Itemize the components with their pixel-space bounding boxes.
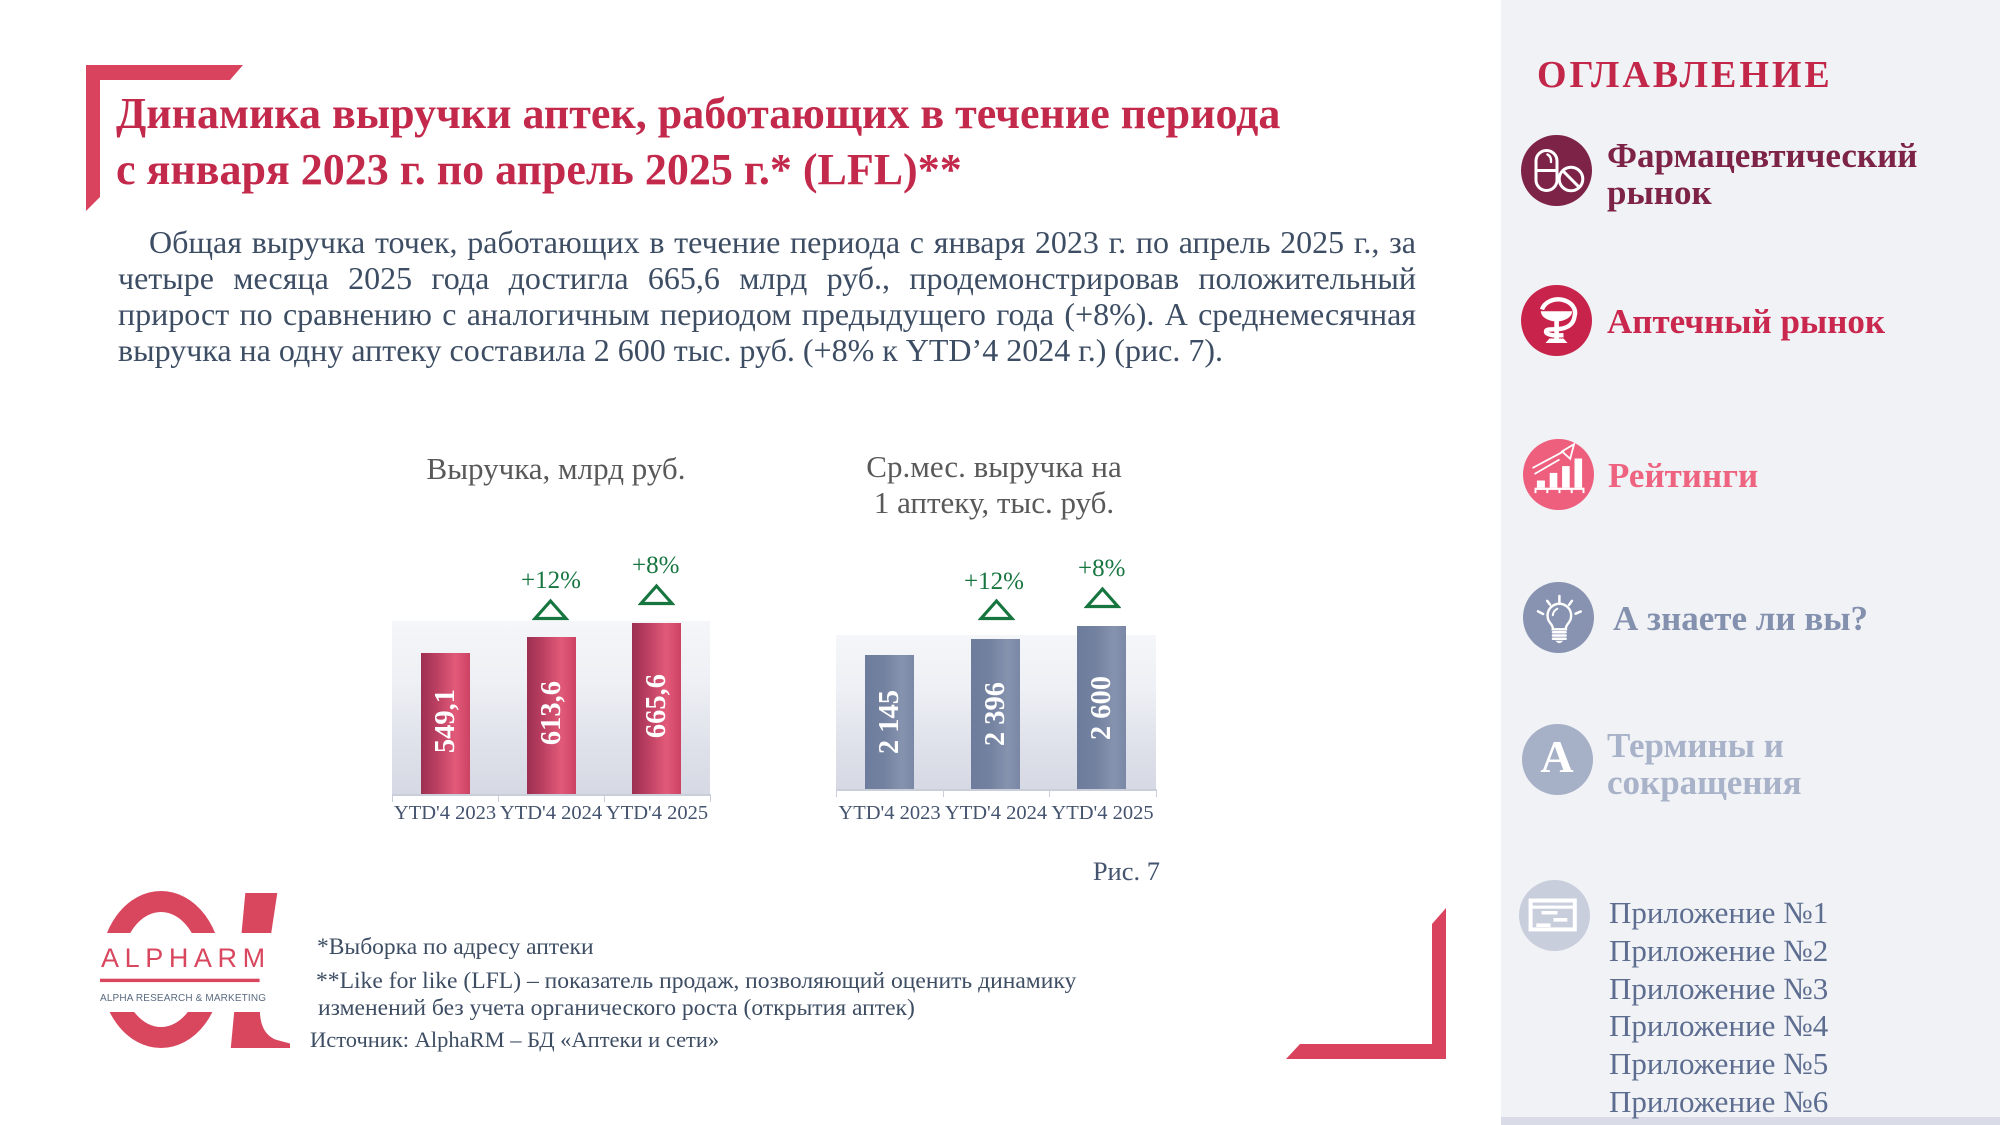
- svg-text:ALPHARM: ALPHARM: [101, 943, 271, 973]
- svg-text:ALPHA RESEARCH & MARKETING: ALPHA RESEARCH & MARKETING: [100, 993, 266, 1004]
